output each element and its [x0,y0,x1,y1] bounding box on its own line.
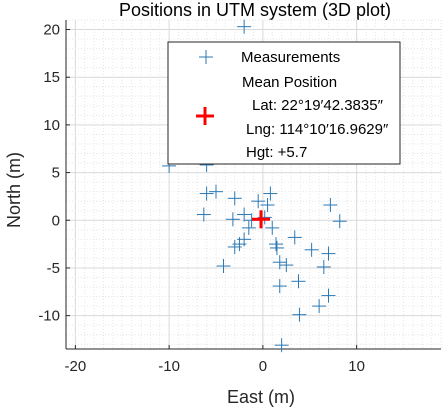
measurement-point [304,242,319,257]
axes-frame [65,20,441,350]
legend-measurements-marker [199,50,213,64]
measurement-point [291,274,306,289]
legend-box [167,41,401,165]
measurement-point [237,232,252,247]
y-axis-ticks: -10 -5 0 5 10 15 20 [38,22,70,325]
y-tick-label: 5 [52,165,60,182]
y-tick-label: 0 [52,212,60,229]
measurement-point [241,220,256,235]
legend-measurements-label: Measurements [241,49,340,66]
measurement-point [216,259,231,274]
measurement-point [321,246,336,261]
measurement-point [237,207,252,222]
measurement-point [265,220,280,235]
measurement-point [260,198,275,213]
x-tick-label: -20 [65,358,87,375]
measurement-point [269,240,284,255]
chart-title: Positions in UTM system (3D plot) [119,0,391,20]
measurement-point [316,259,331,274]
measurement-point [196,207,211,222]
legend-mean-label: Mean Position [242,74,337,91]
y-tick-label: -5 [47,260,60,277]
measurement-point [237,19,252,34]
y-tick-label: 15 [43,69,60,86]
legend-hgt-line: Hgt: +5.7 [246,144,307,161]
measurement-point [332,214,347,229]
measurement-point [272,279,287,294]
y-tick-label: 10 [43,117,60,134]
measurement-point [251,194,266,209]
measurement-point [227,191,242,206]
legend: Measurements Mean Position Lat: 22°19′42… [167,41,401,165]
x-tick-label: 0 [259,358,267,375]
measurement-point [274,338,289,353]
measurement-point [272,255,287,270]
measurement-point [292,307,307,322]
x-tick-label: -10 [158,358,180,375]
y-tick-label: -10 [38,308,60,325]
legend-mean-marker [196,107,214,125]
measurement-point [287,230,302,245]
measurement-point [312,299,327,314]
measurement-point [279,258,294,273]
x-axis-ticks: -20 -10 0 10 [65,345,365,375]
measurement-point [263,186,278,201]
y-axis-label: North (m) [4,152,24,228]
measurement-point [323,198,338,213]
measurement-point [227,239,242,254]
x-axis-label: East (m) [227,387,295,407]
legend-lat-line: Lat: 22°19′42.3835″ [252,97,384,114]
legend-lng-line: Lng: 114°10′16.9629″ [246,121,389,138]
measurement-point [209,184,223,199]
mean-position-point [252,210,270,229]
data-points [162,19,347,353]
measurement-point [321,288,336,303]
x-tick-label: 10 [348,358,365,375]
measurement-point [199,186,214,201]
measurement-point [225,212,240,227]
measurement-point [269,237,283,252]
y-tick-label: 20 [43,22,60,39]
